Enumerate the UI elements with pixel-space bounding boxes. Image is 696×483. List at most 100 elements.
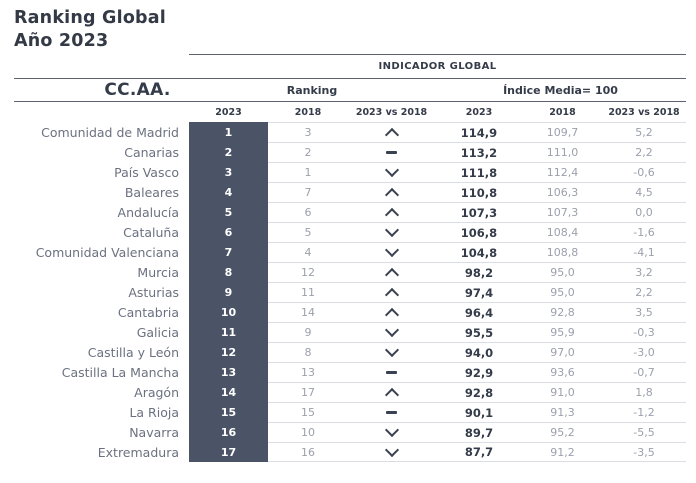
ccaa-name: Comunidad de Madrid — [41, 124, 179, 140]
rank-2018-cell: 15 — [268, 402, 348, 422]
column-group-indice-media: Índice Media= 100 — [435, 78, 686, 101]
indicator-2023-cell: 96,4 — [435, 302, 523, 322]
trend-cell — [348, 262, 435, 283]
page-title-line2: Año 2023 — [14, 31, 109, 52]
rank-2023-cell: 15 — [189, 402, 268, 422]
rank-2023-cell: 2 — [189, 142, 268, 162]
rank-2018-cell: 2 — [268, 142, 348, 162]
chevron-up-icon — [384, 287, 399, 303]
trend-cell — [348, 182, 435, 203]
trend-cell — [348, 362, 435, 382]
trend-cell — [348, 122, 435, 143]
column-header-val-2023: 2023 — [435, 101, 523, 122]
chevron-down-icon — [384, 342, 399, 358]
column-header-rank-diff: 2023 vs 2018 — [348, 101, 435, 122]
rank-2018-cell: 1 — [268, 162, 348, 182]
ccaa-name: Extremadura — [97, 444, 179, 460]
indicator-2018-cell: 95,0 — [523, 282, 602, 302]
ccaa-name: La Rioja — [129, 404, 179, 420]
ccaa-name: Murcia — [137, 264, 179, 280]
chevron-up-icon — [384, 127, 399, 143]
trend-cell — [348, 162, 435, 182]
ranking-table: INDICADOR GLOBAL CC.AA. Ranking Índice M… — [14, 54, 686, 462]
trend-cell — [348, 142, 435, 162]
indicator-2023-cell: 97,4 — [435, 282, 523, 302]
indicator-2018-cell: 95,9 — [523, 322, 602, 342]
indicator-2023-cell: 87,7 — [435, 442, 523, 462]
indicator-2023-cell: 89,7 — [435, 422, 523, 442]
indicator-2023-cell: 90,1 — [435, 402, 523, 422]
rank-2023-cell: 17 — [189, 442, 268, 462]
trend-cell — [348, 302, 435, 323]
indicator-2018-cell: 91,0 — [523, 382, 602, 402]
indicator-2018-cell: 108,4 — [523, 222, 602, 242]
rank-2023-cell: 7 — [189, 242, 268, 262]
rank-2018-cell: 12 — [268, 262, 348, 282]
trend-cell — [348, 342, 435, 362]
indicator-2018-cell: 109,7 — [523, 122, 602, 142]
trend-cell — [348, 242, 435, 262]
rank-2018-cell: 10 — [268, 422, 348, 442]
column-header-val-diff: 2023 vs 2018 — [602, 101, 686, 122]
chevron-down-icon — [384, 242, 399, 258]
indicator-2018-cell: 111,0 — [523, 142, 602, 162]
dash-icon — [386, 411, 397, 414]
dash-icon — [386, 151, 397, 154]
diff-cell: -0,7 — [602, 362, 686, 382]
trend-cell — [348, 202, 435, 223]
diff-cell: -3,0 — [602, 342, 686, 362]
trend-cell — [348, 282, 435, 303]
indicator-2023-cell: 92,9 — [435, 362, 523, 382]
diff-cell: -1,6 — [602, 222, 686, 242]
diff-cell: -1,2 — [602, 402, 686, 422]
rank-2023-cell: 1 — [189, 122, 268, 142]
rank-2018-cell: 13 — [268, 362, 348, 382]
diff-cell: 5,2 — [602, 122, 686, 142]
rank-2018-cell: 5 — [268, 222, 348, 242]
indicator-2018-cell: 95,2 — [523, 422, 602, 442]
ccaa-name: Castilla La Mancha — [61, 364, 179, 380]
indicator-2023-cell: 104,8 — [435, 242, 523, 262]
diff-cell: -0,6 — [602, 162, 686, 182]
chevron-up-icon — [384, 387, 399, 403]
spacer-cell — [14, 54, 189, 78]
chevron-down-icon — [384, 442, 399, 457]
rank-2018-cell: 6 — [268, 202, 348, 222]
ccaa-name: Comunidad Valenciana — [35, 244, 179, 260]
column-header-val-2018: 2018 — [523, 101, 602, 122]
diff-cell: 3,5 — [602, 302, 686, 322]
indicator-2018-cell: 93,6 — [523, 362, 602, 382]
rank-2023-cell: 10 — [189, 302, 268, 322]
ccaa-name: Navarra — [129, 424, 179, 440]
trend-cell — [348, 402, 435, 422]
trend-cell — [348, 382, 435, 403]
group-header-indicador-global: INDICADOR GLOBAL — [189, 54, 686, 78]
indicator-2018-cell: 112,4 — [523, 162, 602, 182]
page-title-line1: Ranking Global — [14, 8, 166, 28]
chevron-down-icon — [384, 322, 399, 338]
chevron-down-icon — [384, 422, 399, 438]
ccaa-name: Cataluña — [123, 224, 179, 240]
trend-cell — [348, 442, 435, 462]
ccaa-name: Cantabria — [117, 304, 179, 320]
diff-cell: 1,8 — [602, 382, 686, 402]
rank-2023-cell: 9 — [189, 282, 268, 302]
chevron-up-icon — [384, 307, 399, 323]
rank-2023-cell: 14 — [189, 382, 268, 402]
ccaa-name: Castilla y León — [87, 344, 179, 360]
diff-cell: 3,2 — [602, 262, 686, 282]
column-header-rank-2023: 2023 — [189, 101, 268, 122]
trend-cell — [348, 422, 435, 442]
indicator-2023-cell: 95,5 — [435, 322, 523, 342]
trend-cell — [348, 222, 435, 242]
diff-cell: -5,5 — [602, 422, 686, 442]
diff-cell: 0,0 — [602, 202, 686, 222]
page-title: Ranking Global Año 2023 — [14, 7, 166, 53]
rank-2023-cell: 3 — [189, 162, 268, 182]
chevron-down-icon — [384, 222, 399, 238]
column-header-rank-2018: 2018 — [268, 101, 348, 122]
rank-2018-cell: 9 — [268, 322, 348, 342]
chevron-up-icon — [384, 207, 399, 223]
ccaa-name: Aragón — [134, 384, 179, 400]
rank-2018-cell: 14 — [268, 302, 348, 322]
